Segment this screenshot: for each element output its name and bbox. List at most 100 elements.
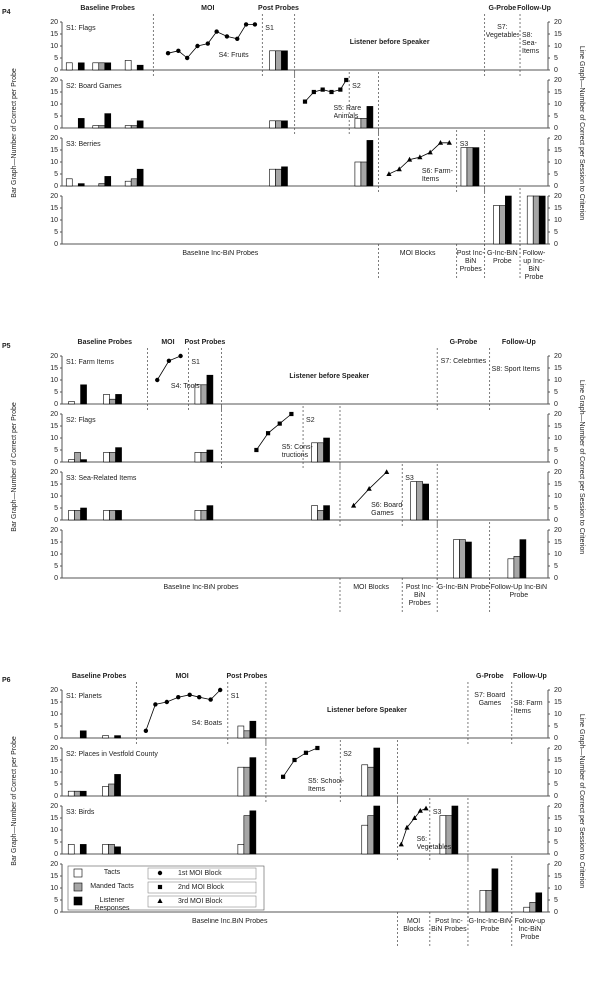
y-tick-label: 5 xyxy=(54,55,58,62)
line-point xyxy=(311,89,316,95)
line-point xyxy=(338,87,343,92)
bar xyxy=(249,810,257,855)
y-tick-label: 5 xyxy=(54,229,58,236)
y-tick-label: 5 xyxy=(54,897,58,904)
probe-label: S3 xyxy=(460,141,469,148)
y-tick-label: 15 xyxy=(50,89,58,96)
y2-tick-label: 5 xyxy=(554,563,558,570)
bar xyxy=(323,505,330,521)
follow-up-label: S8: Sport Items xyxy=(491,366,540,373)
line-point xyxy=(366,486,372,491)
x-phase-label: MOI Blocks xyxy=(403,918,424,933)
bar xyxy=(109,398,116,405)
bar xyxy=(206,374,214,405)
line-point xyxy=(187,692,192,697)
y2-tick-label: 15 xyxy=(554,423,562,430)
bar xyxy=(311,505,318,521)
follow-up-label-box: S8: Farm Items xyxy=(514,700,543,715)
phase-header: G-Probe xyxy=(450,339,478,346)
x-phase-label-box: Post Inc-BiN Probes xyxy=(457,250,485,273)
line-point xyxy=(384,469,390,474)
y-tick-label: 15 xyxy=(50,757,58,764)
y-tick-label: 20 xyxy=(50,77,58,84)
bar xyxy=(98,62,106,71)
line-point xyxy=(208,697,213,702)
set-label: S3: Birds xyxy=(66,809,95,816)
y-tick-label: 10 xyxy=(50,551,58,558)
bar xyxy=(67,844,75,855)
line-point xyxy=(224,34,230,39)
line-point xyxy=(398,841,404,847)
bar xyxy=(366,140,374,187)
line-point xyxy=(315,745,320,751)
legend-marker xyxy=(157,884,163,890)
bar xyxy=(79,790,87,797)
y-tick-label: 0 xyxy=(54,851,58,858)
probe-label: S1 xyxy=(231,693,240,700)
bar xyxy=(410,481,417,521)
bar xyxy=(281,166,288,187)
line-point xyxy=(417,154,423,160)
y-tick-label: 20 xyxy=(50,803,58,810)
line-point xyxy=(427,149,433,155)
bar xyxy=(269,50,276,71)
bar xyxy=(109,510,116,521)
y-axis-title: Bar Graph—Number of Correct per Probe xyxy=(11,736,18,866)
y-tick-label: 10 xyxy=(50,377,58,384)
bar xyxy=(505,195,512,245)
bar xyxy=(136,120,144,129)
bar xyxy=(92,125,100,129)
set-label: S1: Farm Items xyxy=(66,359,114,366)
line-point xyxy=(292,757,297,763)
x-phase-label-box: Post Inc-BiN Probes xyxy=(406,584,434,607)
phase-header: MOI xyxy=(201,5,214,12)
line-point xyxy=(303,750,309,755)
x-phase-label-box: Post Inc-BiN Probes xyxy=(431,918,466,933)
y-tick-label: 0 xyxy=(54,575,58,582)
y-tick-label: 20 xyxy=(50,861,58,868)
phase-header: Post Probes xyxy=(226,673,267,680)
line-point xyxy=(406,156,413,162)
bar xyxy=(354,161,362,187)
y-tick-label: 5 xyxy=(54,505,58,512)
y2-tick-label: 15 xyxy=(554,757,562,764)
bar xyxy=(373,805,381,855)
y-tick-label: 15 xyxy=(50,539,58,546)
bar xyxy=(466,147,474,187)
g-probe-label: S7: Celebrities xyxy=(440,358,487,365)
bar xyxy=(114,735,121,739)
line-point xyxy=(302,99,308,104)
line-point xyxy=(289,411,294,417)
line-point xyxy=(197,695,202,700)
bar xyxy=(104,113,112,129)
y-tick-label: 15 xyxy=(50,205,58,212)
y2-axis-title: Line Graph—Number of Correct per Session… xyxy=(578,380,585,554)
y-tick-label: 0 xyxy=(54,125,58,132)
y-tick-label: 0 xyxy=(54,735,58,742)
set-label: S2: Flags xyxy=(66,417,96,424)
line-point xyxy=(166,358,172,363)
bar xyxy=(115,447,122,463)
x-phase-label: MOI Blocks xyxy=(399,250,436,257)
bar xyxy=(109,452,116,463)
bar xyxy=(102,844,109,855)
line-point xyxy=(165,51,171,56)
y-tick-label: 15 xyxy=(50,423,58,430)
bar xyxy=(104,62,112,71)
y2-tick-label: 0 xyxy=(554,851,558,858)
legend-label: Manded Tacts xyxy=(90,883,134,890)
line-point xyxy=(243,22,249,27)
bar xyxy=(124,180,132,187)
x-phase-label-box: Baseline Inc.BiN Probes xyxy=(192,918,267,925)
y-tick-label: 0 xyxy=(54,241,58,248)
bar xyxy=(115,394,122,405)
probe-label: S2 xyxy=(306,417,315,424)
bar xyxy=(108,783,115,797)
x-phase-label-box: MOI Blocks xyxy=(403,918,424,933)
y2-tick-label: 20 xyxy=(554,193,562,200)
bar xyxy=(243,730,251,739)
g-probe-label-box: S7: Vegetables xyxy=(486,24,519,39)
y-tick-label: 5 xyxy=(54,447,58,454)
bar xyxy=(237,766,245,797)
line-point xyxy=(404,824,410,830)
